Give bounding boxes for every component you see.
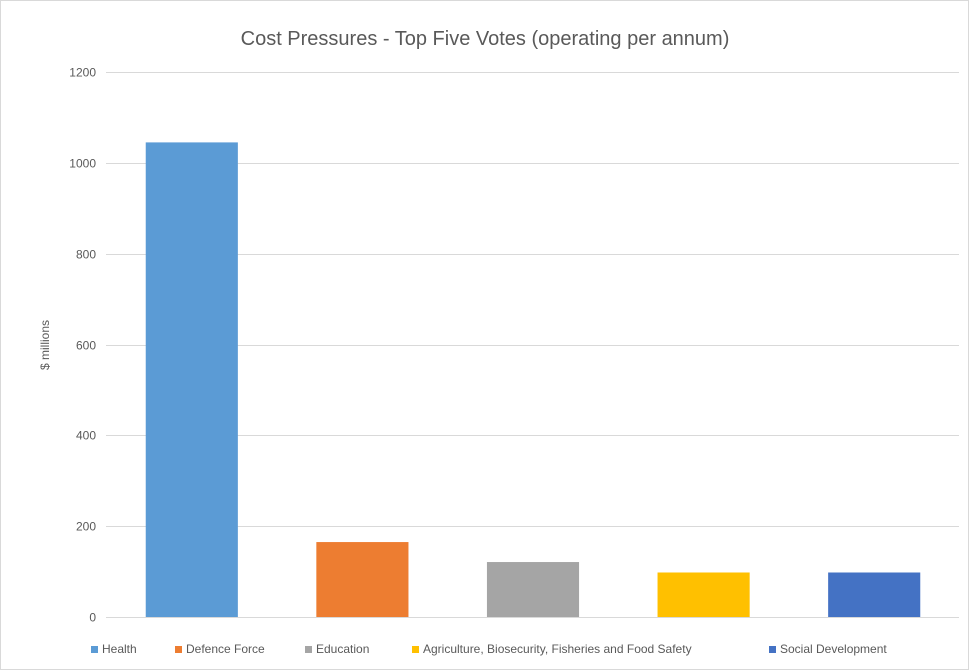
legend-swatch [91,646,98,653]
legend-label: Health [102,642,137,656]
legend-swatch [769,646,776,653]
bar-4 [657,572,750,617]
legend-label: Social Development [780,642,887,656]
legend-label: Defence Force [186,642,265,656]
legend-swatch [305,646,312,653]
y-tick-label: 1200 [69,66,96,80]
legend-swatch [412,646,419,653]
y-tick-label: 800 [76,248,96,262]
y-axis-label: $ millions [38,320,52,370]
bar-5 [828,572,921,617]
legend-label: Education [316,642,369,656]
bar-2 [316,542,409,617]
gridlines [106,72,959,618]
y-axis-ticks: 0 200 400 600 800 1000 1200 [69,66,96,625]
y-tick-label: 600 [76,339,96,353]
chart-title: Cost Pressures - Top Five Votes (operati… [241,28,730,50]
legend-swatch [175,646,182,653]
y-tick-label: 1000 [69,157,96,171]
y-tick-label: 200 [76,520,96,534]
legend: Health Defence Force Education Agriculture,… [91,642,887,656]
bar-3 [486,562,580,617]
bar-1 [145,142,238,618]
bars [145,142,921,618]
y-tick-label: 0 [89,611,96,625]
legend-label: Agriculture, Biosecurity, Fisheries and … [423,642,692,656]
y-tick-label: 400 [76,429,96,443]
